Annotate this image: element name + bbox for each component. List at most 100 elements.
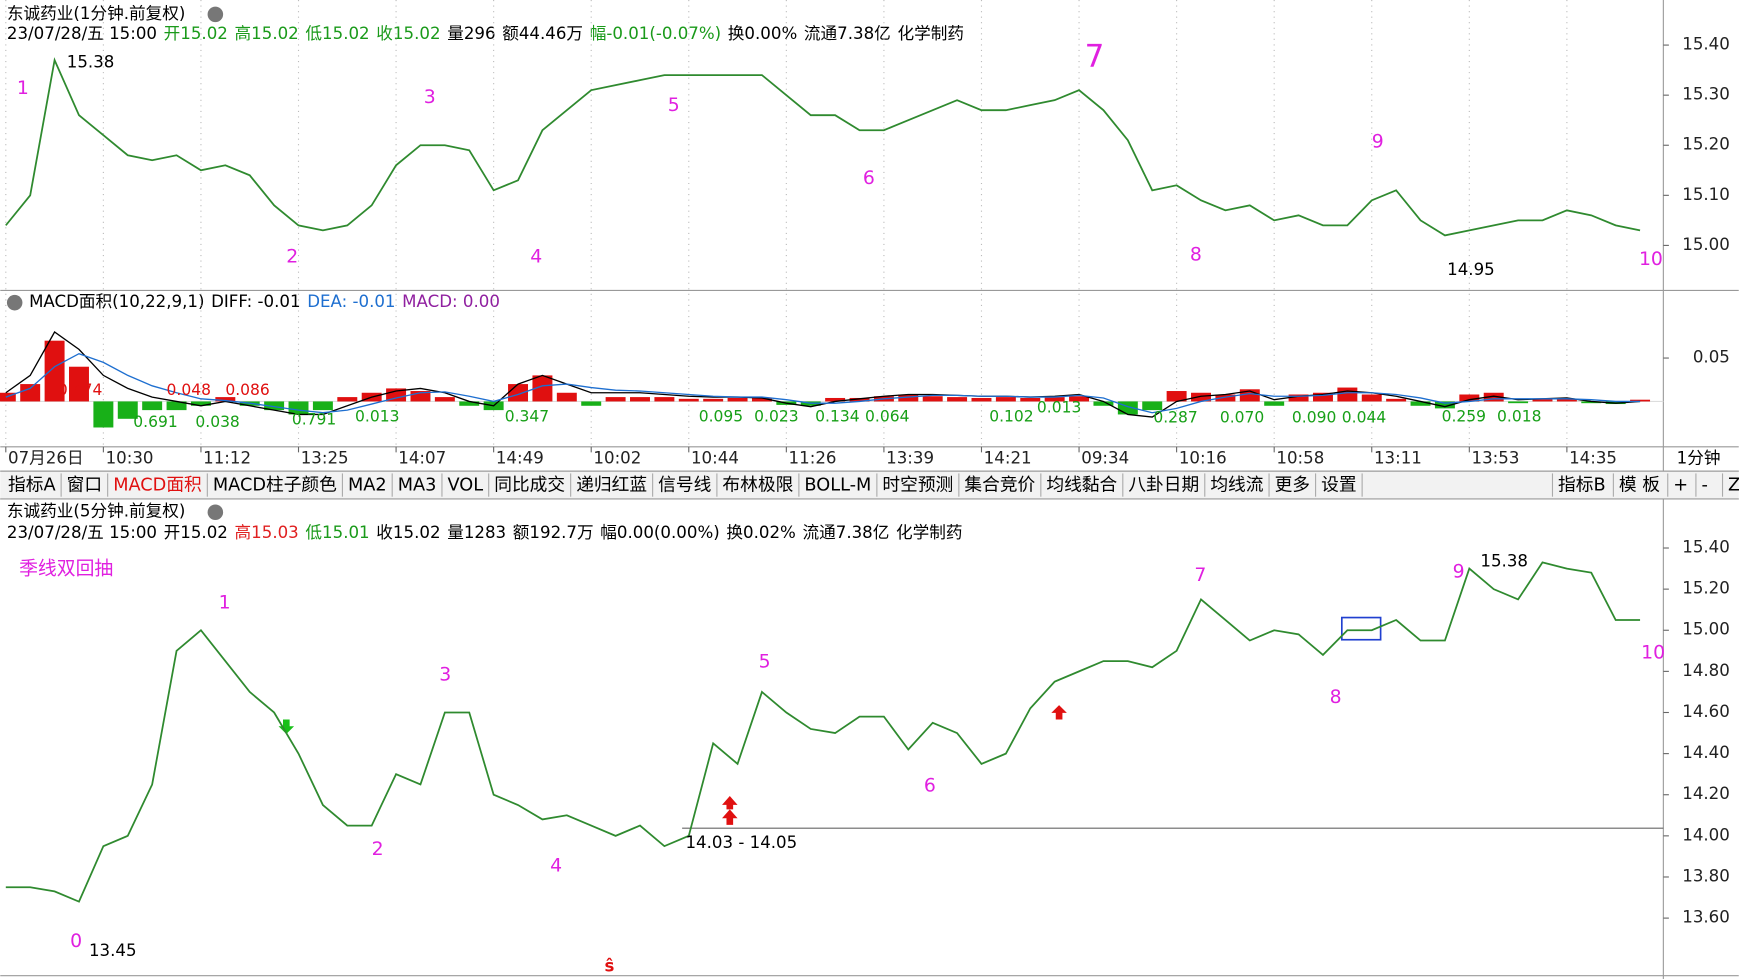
toolbar-button[interactable]: 更多: [1275, 475, 1310, 496]
info-item: MACD面积(10,22,9,1): [29, 292, 204, 311]
info-item: 23/07/28/五 15:00: [7, 523, 157, 542]
info-item: 收15.02: [376, 24, 440, 43]
annotation: 5: [668, 95, 680, 116]
indicator-line: [5, 352, 1641, 414]
annotation: 2: [286, 247, 298, 268]
toolbar-button[interactable]: BOLL-M: [804, 476, 871, 496]
toolbar-button[interactable]: +: [1673, 476, 1688, 496]
y-tick-label: 13.60: [1682, 908, 1730, 927]
annotation: 0.090: [1292, 408, 1336, 426]
toolbar-button[interactable]: 模 板: [1619, 475, 1660, 496]
toolbar-button[interactable]: 集合竞价: [964, 475, 1035, 496]
annotation: 1: [17, 78, 29, 99]
macd-bar: [1044, 397, 1065, 402]
y-tick-label: 14.00: [1682, 825, 1730, 844]
macd-bar: [69, 366, 89, 402]
macd-bar: [556, 392, 577, 402]
macd-bar: [459, 401, 480, 406]
macd-bar: [166, 401, 187, 411]
toolbar-button[interactable]: 时空预测: [882, 475, 953, 496]
macd-bar: [312, 401, 333, 411]
annotation: 0.095: [699, 407, 743, 425]
x-tick-label: 13:39: [886, 449, 934, 468]
sell-arrow: [278, 719, 295, 734]
toolbar-button[interactable]: 设置: [1321, 475, 1356, 496]
macd-bar: [1483, 392, 1504, 402]
info-item: 幅-0.01(-0.07%): [590, 24, 721, 43]
info-item: 开15.02: [164, 24, 228, 43]
x-tick-label: 14:49: [496, 449, 544, 468]
annotation: 9: [1453, 562, 1465, 583]
info-item: 额192.7万: [513, 523, 594, 542]
toolbar-button[interactable]: MA2: [348, 476, 387, 496]
x-tick-label: 13:11: [1374, 449, 1422, 468]
toolbar-button[interactable]: 指标A: [8, 475, 56, 496]
annotation: 0.023: [754, 407, 798, 425]
annotation: 0.038: [195, 413, 239, 431]
period-label: 1分钟: [1677, 449, 1721, 468]
macd-bar: [1337, 387, 1358, 402]
info-item: 收15.02: [376, 523, 440, 542]
macd-bar: [947, 397, 968, 402]
price-line: [5, 561, 1641, 903]
toolbar-button[interactable]: VOL: [448, 476, 484, 496]
toolbar-button[interactable]: MA3: [398, 476, 437, 496]
macd-bar: [1264, 401, 1285, 406]
x-tick-label: 10:58: [1276, 449, 1324, 468]
toolbar-button[interactable]: 递归红蓝: [576, 475, 647, 496]
y-tick-label: 13.80: [1682, 866, 1730, 885]
x-tick-label: 11:12: [203, 449, 251, 468]
toolbar-button[interactable]: 窗口: [67, 475, 102, 496]
dropdown-icon[interactable]: [6, 294, 23, 311]
x-tick-label: 10:02: [593, 449, 641, 468]
annotation: 0.086: [225, 381, 269, 399]
macd-bar: [1434, 401, 1455, 409]
info-item: 量1283: [447, 523, 506, 542]
info-item: 换0.02%: [726, 523, 795, 542]
macd-bar: [654, 397, 675, 402]
annotation: 15.38: [67, 53, 115, 72]
toolbar-button[interactable]: 指标B: [1558, 475, 1606, 496]
y-tick-label: 15.20: [1682, 579, 1730, 598]
info-item: 换0.00%: [728, 24, 797, 43]
y-tick-label: 14.20: [1682, 784, 1730, 803]
macd-bar: [1069, 396, 1090, 402]
toolbar-button[interactable]: -: [1701, 476, 1707, 496]
dropdown-icon[interactable]: [207, 6, 224, 23]
info-item: 高15.02: [235, 24, 299, 43]
annotation: 4: [530, 247, 542, 268]
toolbar-button[interactable]: 均线黏合: [1046, 475, 1117, 496]
toolbar-button[interactable]: 信号线: [658, 475, 711, 496]
annotation: 0.791: [292, 411, 336, 429]
annotation: 2: [372, 839, 384, 860]
annotation: 0.048: [167, 381, 211, 399]
macd-bar: [20, 384, 41, 402]
info-item: MACD: 0.00: [402, 292, 500, 311]
toolbar-button[interactable]: Z: [1728, 476, 1739, 496]
annotation: 0.134: [815, 407, 859, 425]
macd-bar: [605, 397, 626, 402]
dropdown-icon[interactable]: [207, 504, 224, 520]
x-tick-label: 07月26日: [8, 449, 84, 468]
x-tick-label: 10:44: [691, 449, 739, 468]
chart-title: 东诚药业(1分钟.前复权): [7, 4, 185, 23]
toolbar-button[interactable]: 均线流: [1210, 475, 1263, 496]
annotation: 0.259: [1442, 407, 1486, 425]
toolbar-button[interactable]: 八卦日期: [1128, 475, 1199, 496]
macd-bar: [337, 397, 358, 402]
annotation: 6: [863, 168, 875, 189]
toolbar-button[interactable]: MACD柱子颜色: [213, 475, 337, 496]
info-item: DEA: -0.01: [307, 292, 395, 311]
annotation: 0.474: [58, 381, 102, 399]
chart-title: 东诚药业(5分钟.前复权): [7, 502, 185, 521]
x-tick-label: 10:30: [106, 449, 154, 468]
macd-bar: [1215, 394, 1236, 402]
toolbar-button[interactable]: 同比成交: [494, 475, 565, 496]
annotation: 0.102: [989, 407, 1033, 425]
macd-bar: [1312, 392, 1333, 402]
toolbar-button[interactable]: MACD面积: [113, 475, 202, 496]
y-tick-label: 15.40: [1682, 538, 1730, 557]
toolbar-button[interactable]: 布林极限: [722, 475, 793, 496]
annotation: 0.064: [865, 407, 909, 425]
